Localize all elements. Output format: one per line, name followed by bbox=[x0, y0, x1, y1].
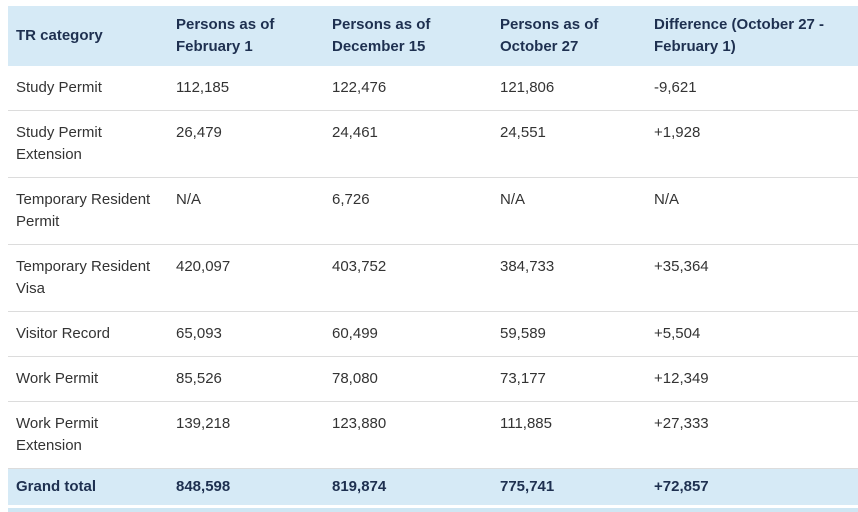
cell-feb1: 139,218 bbox=[164, 401, 320, 469]
cell-total-label: Grand total bbox=[8, 468, 164, 505]
cell-oct27: 24,551 bbox=[488, 110, 642, 178]
cell-dec15: 122,476 bbox=[320, 66, 488, 111]
table-total-row: Grand total 848,598 819,874 775,741 +72,… bbox=[8, 468, 858, 505]
column-header-difference: Difference (October 27 - February 1) bbox=[642, 6, 858, 66]
cell-dec15: 60,499 bbox=[320, 311, 488, 357]
cell-difference: +27,333 bbox=[642, 401, 858, 469]
cell-category: Study Permit Extension bbox=[8, 110, 164, 178]
cell-oct27: 59,589 bbox=[488, 311, 642, 357]
column-header-tr-category: TR category bbox=[8, 6, 164, 66]
table-row: Work Permit Extension 139,218 123,880 11… bbox=[8, 401, 858, 469]
cell-category: Temporary Resident Visa bbox=[8, 244, 164, 312]
cell-difference: +5,504 bbox=[642, 311, 858, 357]
table-header-row: TR category Persons as of February 1 Per… bbox=[8, 6, 858, 66]
cell-feb1: 85,526 bbox=[164, 356, 320, 402]
cell-dec15: 78,080 bbox=[320, 356, 488, 402]
tr-category-table: TR category Persons as of February 1 Per… bbox=[8, 6, 858, 505]
cell-dec15: 24,461 bbox=[320, 110, 488, 178]
cell-total-feb1: 848,598 bbox=[164, 468, 320, 505]
cell-difference: +12,349 bbox=[642, 356, 858, 402]
cell-total-oct27: 775,741 bbox=[488, 468, 642, 505]
column-header-persons-february-1: Persons as of February 1 bbox=[164, 6, 320, 66]
cell-category: Work Permit bbox=[8, 356, 164, 402]
cell-difference: N/A bbox=[642, 177, 858, 245]
cell-feb1: 420,097 bbox=[164, 244, 320, 312]
table-row: Visitor Record 65,093 60,499 59,589 +5,5… bbox=[8, 311, 858, 357]
cell-category: Work Permit Extension bbox=[8, 401, 164, 469]
cell-feb1: 112,185 bbox=[164, 66, 320, 111]
cell-difference: +1,928 bbox=[642, 110, 858, 178]
table-row: Study Permit Extension 26,479 24,461 24,… bbox=[8, 110, 858, 178]
cell-oct27: 121,806 bbox=[488, 66, 642, 111]
cell-category: Visitor Record bbox=[8, 311, 164, 357]
cell-total-difference: +72,857 bbox=[642, 468, 858, 505]
cell-feb1: N/A bbox=[164, 177, 320, 245]
cell-oct27: N/A bbox=[488, 177, 642, 245]
cell-oct27: 73,177 bbox=[488, 356, 642, 402]
column-header-persons-october-27: Persons as of October 27 bbox=[488, 6, 642, 66]
table-row: Temporary Resident Visa 420,097 403,752 … bbox=[8, 244, 858, 312]
cell-dec15: 6,726 bbox=[320, 177, 488, 245]
cell-dec15: 403,752 bbox=[320, 244, 488, 312]
cell-difference: +35,364 bbox=[642, 244, 858, 312]
table-row: Work Permit 85,526 78,080 73,177 +12,349 bbox=[8, 356, 858, 402]
column-header-persons-december-15: Persons as of December 15 bbox=[320, 6, 488, 66]
next-table-header-strip bbox=[8, 508, 858, 512]
cell-feb1: 26,479 bbox=[164, 110, 320, 178]
cell-oct27: 111,885 bbox=[488, 401, 642, 469]
table-row: Study Permit 112,185 122,476 121,806 -9,… bbox=[8, 66, 858, 111]
cell-difference: -9,621 bbox=[642, 66, 858, 111]
cell-feb1: 65,093 bbox=[164, 311, 320, 357]
cell-category: Study Permit bbox=[8, 66, 164, 111]
table-row: Temporary Resident Permit N/A 6,726 N/A … bbox=[8, 177, 858, 245]
cell-total-dec15: 819,874 bbox=[320, 468, 488, 505]
cell-category: Temporary Resident Permit bbox=[8, 177, 164, 245]
cell-dec15: 123,880 bbox=[320, 401, 488, 469]
cell-oct27: 384,733 bbox=[488, 244, 642, 312]
